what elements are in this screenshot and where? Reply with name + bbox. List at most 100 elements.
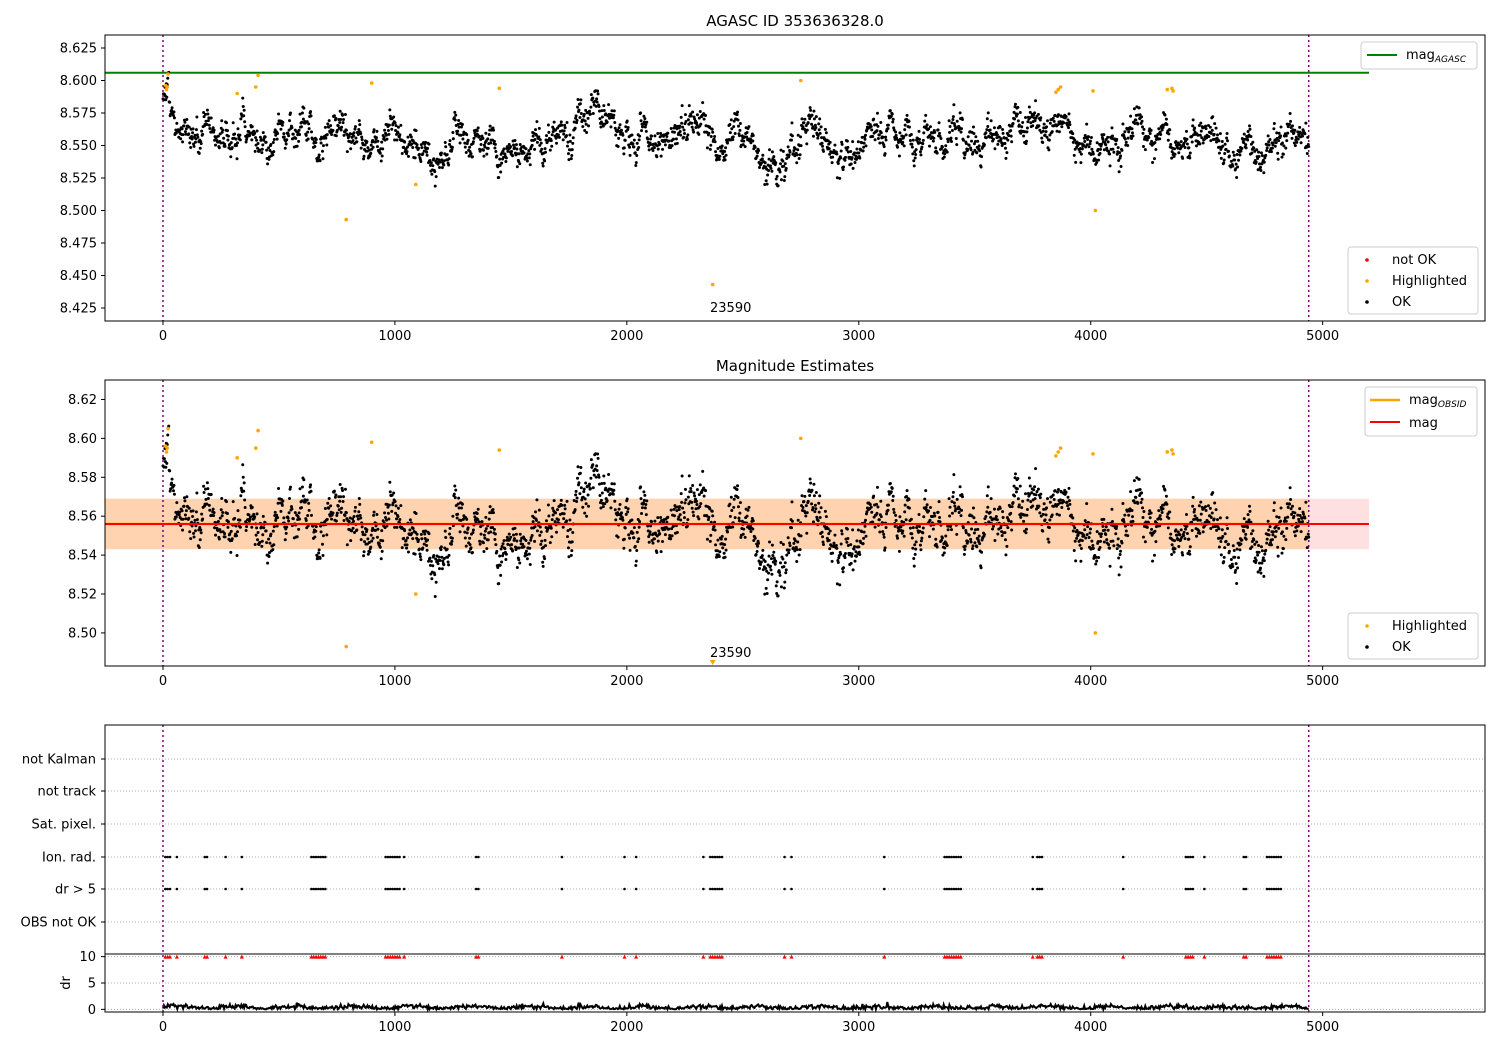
ok-point	[1127, 130, 1131, 134]
ok-point	[922, 131, 926, 135]
ok-point	[986, 505, 990, 509]
ok-point	[666, 131, 670, 135]
ok-point	[1243, 137, 1247, 141]
ok-point	[534, 510, 538, 514]
ok-point	[387, 132, 391, 136]
ok-point	[928, 125, 932, 129]
ok-point	[1200, 136, 1204, 140]
ok-point	[1067, 486, 1071, 490]
ok-point	[458, 141, 462, 145]
ok-point	[528, 562, 532, 566]
ok-point	[1119, 565, 1123, 569]
ok-point	[964, 529, 968, 533]
x-tick-label: 3000	[842, 674, 875, 689]
ok-point	[1074, 160, 1078, 164]
ok-point	[828, 529, 832, 533]
ok-point	[253, 131, 257, 135]
ok-point	[381, 539, 385, 543]
ok-point	[781, 159, 785, 163]
ok-point	[970, 514, 974, 518]
ok-point	[626, 507, 630, 511]
ok-point	[582, 490, 586, 494]
ok-point	[1258, 561, 1262, 565]
ok-point	[359, 146, 363, 150]
ok-point	[371, 145, 375, 149]
ok-point	[683, 113, 687, 117]
ok-point	[226, 134, 230, 138]
ok-point	[976, 139, 980, 143]
ok-point	[286, 516, 290, 520]
ok-point	[303, 498, 307, 502]
ok-point	[614, 133, 618, 137]
ok-point	[543, 557, 547, 561]
ok-point	[388, 490, 392, 494]
flag-point-dr	[314, 887, 318, 891]
ok-point	[1013, 494, 1017, 498]
ok-point	[518, 143, 522, 147]
ok-point	[597, 475, 601, 479]
ok-point	[728, 122, 732, 126]
ok-point	[480, 520, 484, 524]
ok-point	[715, 555, 719, 559]
ok-point	[335, 128, 339, 132]
ok-point	[1209, 515, 1213, 519]
ok-point	[678, 124, 682, 128]
ok-point	[1281, 152, 1285, 156]
ok-point	[977, 144, 981, 148]
ok-point	[248, 515, 252, 519]
ok-point	[570, 154, 574, 158]
ok-point	[486, 524, 490, 528]
ok-point	[357, 119, 361, 123]
ok-point	[592, 473, 596, 477]
ok-point	[642, 114, 646, 118]
ok-point	[1160, 511, 1164, 515]
ok-point	[931, 139, 935, 143]
ok-point	[1104, 138, 1108, 142]
flag-point-ion-rad	[395, 855, 399, 859]
ok-point	[527, 541, 531, 545]
ok-point	[689, 114, 693, 118]
ok-point	[792, 541, 796, 545]
ok-point	[946, 528, 950, 532]
ok-point	[376, 139, 380, 143]
ok-point	[310, 130, 314, 134]
ok-point	[206, 497, 210, 501]
ok-point	[1140, 491, 1144, 495]
ok-point	[306, 130, 310, 134]
ok-point	[238, 138, 242, 142]
ok-point	[891, 499, 895, 503]
ok-point	[944, 144, 948, 148]
ok-point	[1262, 160, 1266, 164]
ok-point	[816, 136, 820, 140]
ok-point	[489, 141, 493, 145]
ok-point	[166, 76, 170, 80]
ok-point	[1123, 130, 1127, 134]
ok-point	[853, 151, 857, 155]
ok-point	[884, 525, 888, 529]
ok-point	[510, 149, 514, 153]
highlighted-point	[256, 428, 260, 433]
ok-point	[1275, 515, 1279, 519]
ok-point	[911, 526, 915, 530]
ok-point	[438, 567, 442, 571]
ok-point	[1191, 504, 1195, 508]
ok-point	[253, 149, 257, 153]
ok-point	[630, 518, 634, 522]
ok-point	[821, 149, 825, 153]
ok-point	[1085, 143, 1089, 147]
ok-point	[1279, 519, 1283, 523]
ok-point	[413, 552, 417, 556]
ok-point	[374, 140, 378, 144]
ok-point	[1034, 99, 1038, 103]
ok-point	[995, 518, 999, 522]
ok-point	[207, 503, 211, 507]
ok-point	[229, 550, 233, 554]
ok-point	[1182, 141, 1186, 145]
ok-point	[1102, 133, 1106, 137]
ok-point	[1097, 158, 1101, 162]
ok-point	[235, 534, 239, 538]
ok-point	[1006, 526, 1010, 530]
ok-point	[378, 151, 382, 155]
ok-point	[219, 530, 223, 534]
ok-point	[265, 541, 269, 545]
